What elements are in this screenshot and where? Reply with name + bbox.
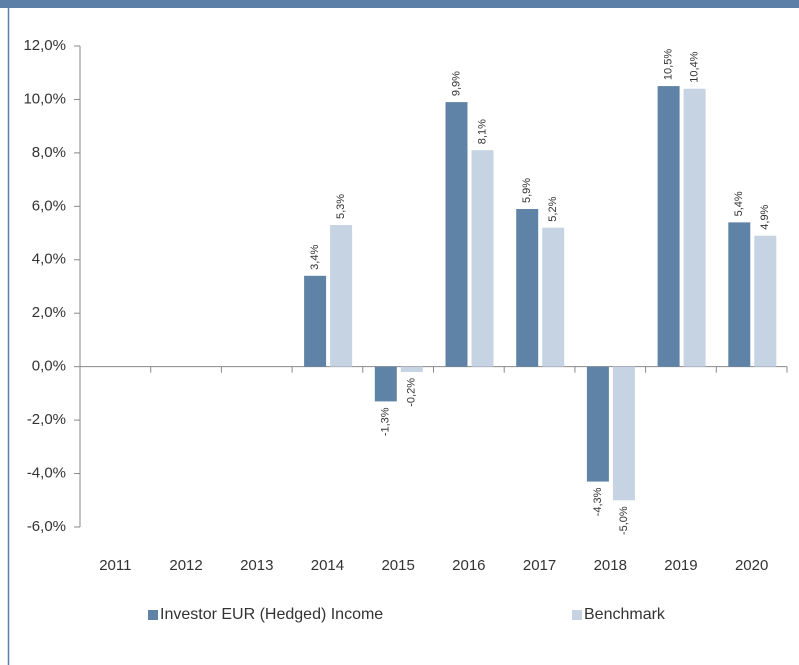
y-tick-label: 10,0% [23,90,66,107]
value-label: -5,0% [618,506,630,535]
bar [516,209,539,367]
y-tick-label: -6,0% [27,518,66,535]
x-tick-label: 2017 [523,557,556,574]
y-tick-label: -2,0% [27,411,66,428]
bar [400,366,423,373]
y-tick-label: 8,0% [32,144,66,161]
bar [330,225,353,367]
x-tick-label: 2016 [452,557,485,574]
x-tick-label: 2012 [169,557,202,574]
top-border [0,0,799,8]
legend-swatch [572,610,582,620]
bar [304,275,327,367]
bar [586,366,609,482]
bar [754,235,777,367]
value-label: -0,2% [406,378,418,407]
x-tick-label: 2019 [664,557,697,574]
bar [728,222,751,367]
value-label: 5,9% [521,178,533,203]
y-tick-label: -4,0% [27,465,66,482]
value-label: 3,4% [309,245,321,270]
x-tick-label: 2018 [594,557,627,574]
bar [471,150,494,367]
x-tick-label: 2020 [735,557,768,574]
value-label: 4,9% [759,204,771,229]
y-tick-label: 6,0% [32,197,66,214]
y-tick-label: 0,0% [32,358,66,375]
x-tick-label: 2011 [99,557,131,574]
bar [612,366,635,501]
value-label: 9,9% [450,71,462,96]
x-tick-label: 2014 [311,557,344,574]
value-label: 5,3% [335,194,347,219]
bar [683,88,706,367]
bar [374,366,397,402]
value-label: -4,3% [592,487,604,516]
value-label: -1,3% [380,407,392,436]
legend-label: Benchmark [584,606,666,623]
bar [542,227,565,367]
y-tick-label: 12,0% [23,37,66,54]
x-tick-label: 2013 [240,557,273,574]
value-label: 5,2% [547,196,559,221]
bar [445,102,468,367]
legend-swatch [148,610,158,620]
legend-label: Investor EUR (Hedged) Income [160,606,383,623]
value-label: 5,4% [733,191,745,216]
y-tick-label: 4,0% [32,251,66,268]
bar [657,86,680,367]
x-tick-label: 2015 [381,557,414,574]
value-label: 10,4% [689,51,701,82]
value-label: 8,1% [476,119,488,144]
value-label: 10,5% [663,49,675,80]
y-tick-label: 2,0% [32,304,66,321]
